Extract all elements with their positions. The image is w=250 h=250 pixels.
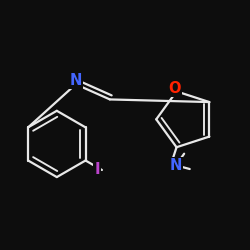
Text: I: I: [94, 162, 100, 176]
Text: N: N: [70, 73, 82, 88]
Text: O: O: [168, 81, 181, 96]
Text: N: N: [170, 158, 182, 173]
